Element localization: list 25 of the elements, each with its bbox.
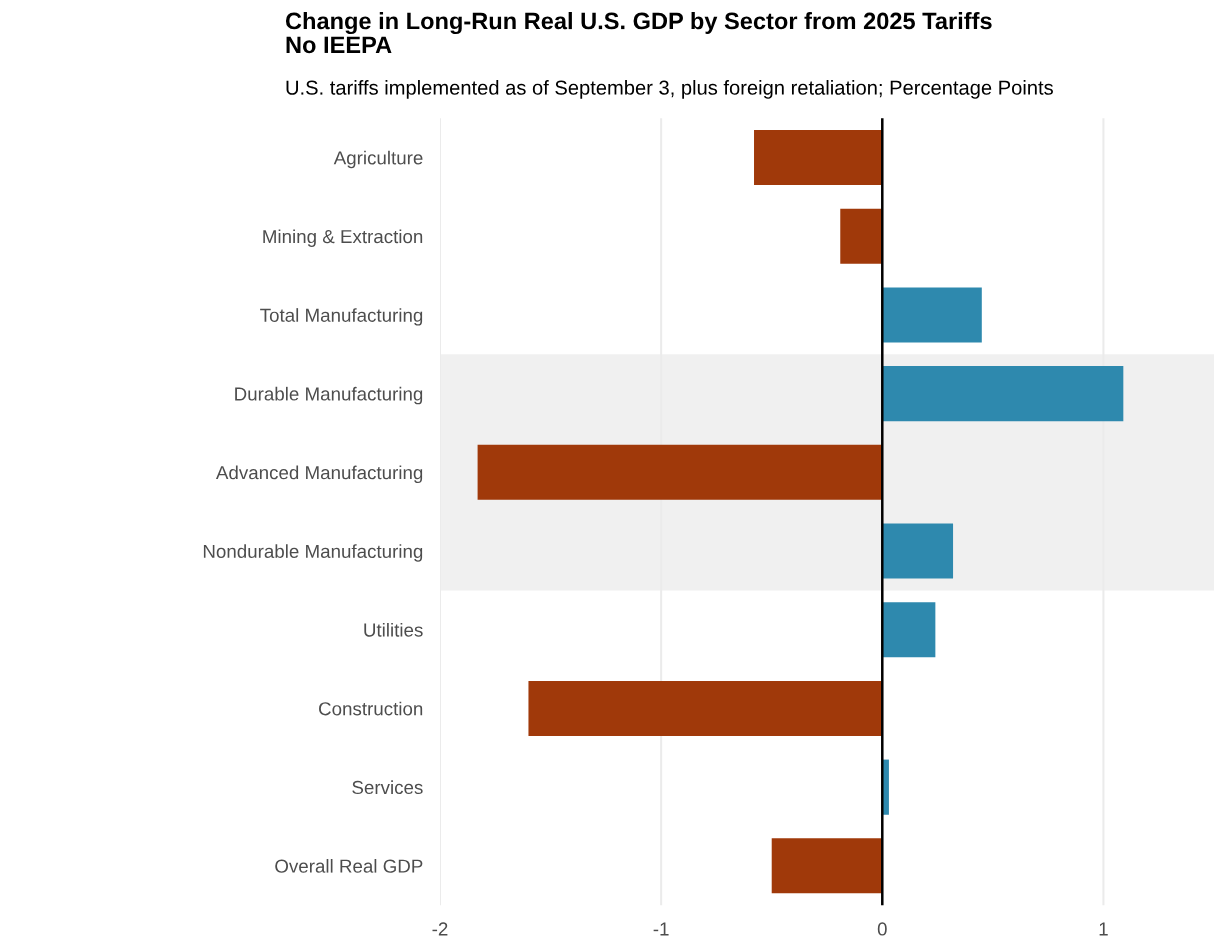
y-tick-label: Overall Real GDP xyxy=(275,859,423,873)
y-tick-label: Advanced Manufacturing xyxy=(215,465,423,484)
y-tick-label: Agriculture xyxy=(333,150,423,169)
bar xyxy=(754,129,883,186)
x-tick-label: 0 xyxy=(877,922,887,936)
y-tick-label: Total Manufacturing xyxy=(260,308,423,326)
y-tick-label: Utilities xyxy=(364,622,423,637)
chart-subtitle: U.S. tariffs implemented as of September 3, plus foreign retaliation; Percentage Points xyxy=(286,80,1053,99)
x-tick-label: -1 xyxy=(653,922,669,936)
x-tick-label: -2 xyxy=(432,922,448,936)
y-tick-label: Construction xyxy=(319,701,423,716)
y-tick-label: Services xyxy=(352,780,423,795)
bar xyxy=(477,444,883,500)
bar xyxy=(882,602,936,658)
y-tick-label: Durable Manufacturing xyxy=(235,386,423,405)
y-tick-label: Nondurable Manufacturing xyxy=(203,544,423,562)
chart-title: Change in Long-Run Real U.S. GDP by Sector from 2025 Tariffs No IEEPA xyxy=(285,12,992,54)
x-tick-label: 1 xyxy=(1099,922,1108,936)
bar xyxy=(771,838,883,894)
bar xyxy=(882,287,982,343)
bar xyxy=(840,208,883,264)
y-tick-label: Mining & Extraction xyxy=(263,229,423,247)
bar xyxy=(882,366,1124,422)
bar xyxy=(882,523,954,579)
bar xyxy=(528,680,883,736)
